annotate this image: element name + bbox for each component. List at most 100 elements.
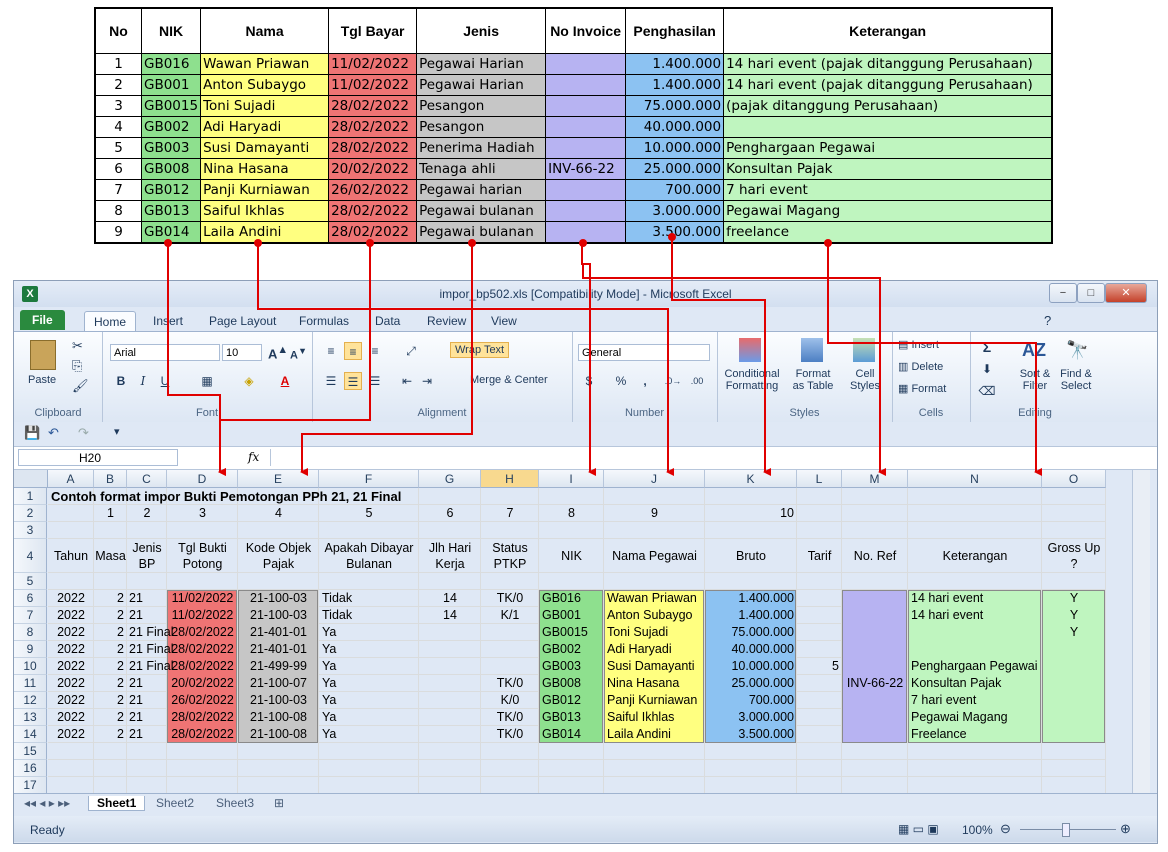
row-header[interactable]: 2: [14, 505, 47, 522]
currency-icon[interactable]: $: [585, 374, 593, 388]
data-cell[interactable]: [481, 624, 539, 641]
borders-icon[interactable]: ▦: [201, 374, 213, 388]
column-number[interactable]: 6: [446, 506, 454, 520]
data-cell[interactable]: [1042, 675, 1106, 692]
restore-button[interactable]: □: [1077, 283, 1105, 303]
data-cell[interactable]: 21 Final: [129, 625, 174, 639]
data-cell[interactable]: 2: [117, 693, 124, 707]
sort-filter-button[interactable]: Sort & Filter: [1019, 368, 1051, 392]
data-cell[interactable]: GB003: [542, 659, 581, 673]
data-cell[interactable]: [419, 641, 481, 658]
orientation-icon[interactable]: ⤢: [406, 344, 416, 358]
align-right-icon[interactable]: ☰: [369, 374, 381, 388]
column-title[interactable]: Jlh Hari Kerja: [428, 541, 472, 571]
column-title[interactable]: Jenis BP: [132, 541, 162, 571]
row-header[interactable]: 9: [14, 641, 47, 658]
data-cell[interactable]: Ya: [322, 676, 337, 690]
bold-button[interactable]: B: [116, 374, 126, 388]
data-cell[interactable]: Panji Kurniawan: [607, 693, 698, 707]
data-cell[interactable]: 40.000.000: [731, 642, 794, 656]
row-header[interactable]: 10: [14, 658, 47, 675]
align-center-icon[interactable]: ☰: [344, 372, 362, 390]
data-cell[interactable]: 2: [117, 642, 124, 656]
decrease-indent-icon[interactable]: ⇤: [401, 374, 413, 388]
cell-styles-button[interactable]: Cell Styles: [850, 368, 880, 392]
comma-button[interactable]: ,: [643, 374, 647, 388]
column-header[interactable]: K: [705, 470, 797, 488]
row-header[interactable]: 16: [14, 760, 47, 777]
data-cell[interactable]: Ya: [322, 710, 337, 724]
data-cell[interactable]: Y: [1069, 608, 1079, 622]
tab-view[interactable]: View: [491, 314, 517, 328]
customize-qat-icon[interactable]: ▾: [114, 426, 120, 438]
row-header[interactable]: 11: [14, 675, 47, 692]
formula-input[interactable]: [270, 449, 1137, 466]
column-header[interactable]: B: [94, 470, 127, 488]
data-cell[interactable]: GB013: [542, 710, 581, 724]
excel-app-icon[interactable]: X: [22, 286, 38, 302]
data-cell[interactable]: Nina Hasana: [607, 676, 680, 690]
data-cell[interactable]: GB001: [542, 608, 581, 622]
tab-review[interactable]: Review: [427, 314, 467, 328]
tab-data[interactable]: Data: [375, 314, 401, 328]
data-cell[interactable]: GB012: [542, 693, 581, 707]
data-cell[interactable]: 2: [117, 710, 124, 724]
format-as-table-icon[interactable]: [801, 338, 823, 362]
column-header[interactable]: G: [419, 470, 481, 488]
wrap-text-button[interactable]: Wrap Text: [450, 342, 510, 358]
column-number[interactable]: 8: [568, 506, 575, 520]
column-number[interactable]: 3: [199, 506, 206, 520]
column-number[interactable]: 5: [365, 506, 373, 520]
data-cell[interactable]: 21: [129, 591, 143, 605]
find-select-button[interactable]: Find & Select: [1060, 368, 1092, 392]
data-cell[interactable]: Y: [1069, 625, 1079, 639]
data-cell[interactable]: 2022: [57, 659, 85, 673]
data-cell[interactable]: [419, 624, 481, 641]
undo-icon[interactable]: ↶: [48, 425, 59, 440]
data-cell[interactable]: [908, 641, 1042, 658]
autosum-icon[interactable]: Σ: [982, 339, 992, 355]
data-cell[interactable]: 2022: [57, 693, 85, 707]
column-header[interactable]: A: [48, 470, 94, 488]
data-cell[interactable]: 21: [129, 727, 143, 741]
data-cell[interactable]: [419, 726, 481, 743]
data-cell[interactable]: 21-100-08: [250, 727, 307, 741]
data-cell[interactable]: [797, 590, 842, 607]
data-cell[interactable]: 21 Final: [129, 642, 174, 656]
data-cell[interactable]: 28/02/2022: [171, 710, 234, 724]
data-cell[interactable]: 21: [129, 676, 143, 690]
data-cell[interactable]: Anton Subaygo: [607, 608, 693, 622]
conditional-formatting-button[interactable]: Conditional Formatting: [724, 368, 780, 392]
data-cell[interactable]: 2: [117, 608, 124, 622]
data-cell[interactable]: 11/02/2022: [171, 591, 234, 605]
data-cell[interactable]: [797, 641, 842, 658]
data-cell[interactable]: 14: [443, 608, 457, 622]
column-header[interactable]: O: [1042, 470, 1106, 488]
column-number[interactable]: 1: [107, 506, 114, 520]
data-cell[interactable]: 28/02/2022: [171, 659, 234, 673]
zoom-out-icon[interactable]: ⊖: [1000, 821, 1011, 836]
data-cell[interactable]: 21-100-03: [250, 608, 307, 622]
data-cell[interactable]: Ya: [322, 659, 337, 673]
data-cell[interactable]: Penghargaan Pegawai: [911, 659, 1038, 673]
data-cell[interactable]: GB002: [542, 642, 581, 656]
zoom-slider-thumb[interactable]: [1062, 823, 1070, 837]
row-header[interactable]: 15: [14, 743, 47, 760]
data-cell[interactable]: 21-401-01: [250, 625, 307, 639]
data-cell[interactable]: [1042, 641, 1106, 658]
data-cell[interactable]: 21 Final: [129, 659, 174, 673]
column-title[interactable]: Bruto: [736, 549, 766, 563]
row-header[interactable]: 3: [14, 522, 47, 539]
data-cell[interactable]: [1042, 726, 1106, 743]
data-cell[interactable]: 26/02/2022: [171, 693, 234, 707]
data-cell[interactable]: 2022: [57, 676, 85, 690]
align-middle-icon[interactable]: ≡: [344, 342, 362, 360]
column-title[interactable]: Tarif: [807, 549, 832, 563]
data-cell[interactable]: Toni Sujadi: [607, 625, 669, 639]
data-cell[interactable]: 21-499-99: [250, 659, 307, 673]
vertical-scrollbar[interactable]: [1132, 470, 1150, 793]
data-cell[interactable]: Ya: [322, 625, 337, 639]
column-header[interactable]: C: [127, 470, 167, 488]
data-cell[interactable]: 14: [443, 591, 457, 605]
sort-filter-icon[interactable]: AZ: [1022, 340, 1046, 360]
